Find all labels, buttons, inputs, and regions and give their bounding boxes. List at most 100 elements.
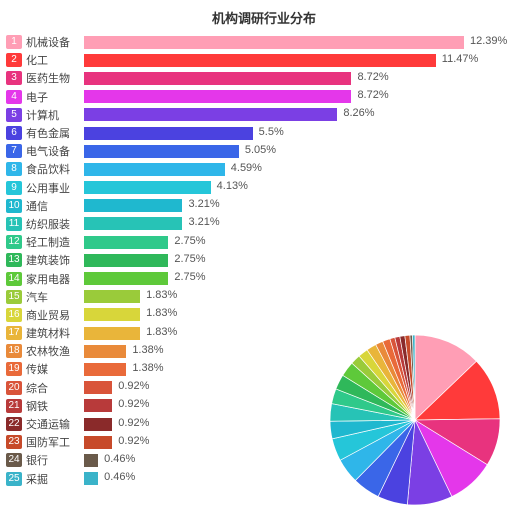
rank-badge: 24 — [6, 453, 22, 467]
category-label: 有色金属 — [26, 125, 84, 141]
bar — [84, 163, 225, 176]
rank-badge: 10 — [6, 199, 22, 213]
chart-area: 1机械设备12.39%2化工11.47%3医药生物8.72%4电子8.72%5计… — [0, 33, 528, 488]
bar-row: 9公用事业4.13% — [6, 179, 522, 197]
rank-badge: 13 — [6, 253, 22, 267]
bar-row: 1机械设备12.39% — [6, 33, 522, 51]
rank-badge: 8 — [6, 162, 22, 176]
bar-track: 1.83% — [84, 290, 464, 303]
bar — [84, 54, 436, 67]
value-label: 1.83% — [146, 326, 177, 338]
rank-badge: 21 — [6, 399, 22, 413]
value-label: 1.38% — [132, 344, 163, 356]
bar-track: 8.26% — [84, 108, 464, 121]
bar-row: 5计算机8.26% — [6, 106, 522, 124]
bar-track: 3.21% — [84, 199, 464, 212]
category-label: 家用电器 — [26, 271, 84, 287]
rank-badge: 3 — [6, 71, 22, 85]
category-label: 汽车 — [26, 289, 84, 305]
value-label: 11.47% — [442, 53, 479, 65]
value-label: 0.92% — [118, 380, 149, 392]
category-label: 食品饮料 — [26, 161, 84, 177]
bar — [84, 327, 140, 340]
rank-badge: 22 — [6, 417, 22, 431]
value-label: 1.83% — [146, 289, 177, 301]
bar-track: 5.05% — [84, 145, 464, 158]
bar-row: 15 汽车 1.83% — [6, 288, 522, 306]
rank-badge: 1 — [6, 35, 22, 49]
rank-badge: 7 — [6, 144, 22, 158]
category-label: 医药生物 — [26, 70, 84, 86]
bar-track: 12.39% — [84, 36, 464, 49]
category-label: 化工 — [26, 52, 84, 68]
bar-track: 8.72% — [84, 90, 464, 103]
bar — [84, 36, 464, 49]
value-label: 0.92% — [118, 417, 149, 429]
category-label: 建筑装饰 — [26, 252, 84, 268]
rank-badge: 2 — [6, 53, 22, 67]
rank-badge: 11 — [6, 217, 22, 231]
bar-row: 14家用电器2.75% — [6, 269, 522, 287]
rank-badge: 15 — [6, 290, 22, 304]
bar-row: 7 电气设备5.05% — [6, 142, 522, 160]
bar-row: 8 食品饮料 4.59% — [6, 160, 522, 178]
bar — [84, 436, 112, 449]
rank-badge: 14 — [6, 272, 22, 286]
category-label: 电子 — [26, 89, 84, 105]
value-label: 1.38% — [132, 362, 163, 374]
category-label: 交通运输 — [26, 416, 84, 432]
value-label: 12.39% — [470, 35, 507, 47]
value-label: 3.21% — [188, 198, 219, 210]
bar-track: 4.59% — [84, 163, 464, 176]
bar — [84, 72, 351, 85]
category-label: 农林牧渔 — [26, 343, 84, 359]
bar-row: 13 建筑装饰2.75% — [6, 251, 522, 269]
bar-track: 2.75% — [84, 254, 464, 267]
rank-badge: 4 — [6, 90, 22, 104]
bar — [84, 418, 112, 431]
bar — [84, 236, 168, 249]
category-label: 通信 — [26, 198, 84, 214]
bar-row: 11纺织服装3.21% — [6, 215, 522, 233]
category-label: 综合 — [26, 380, 84, 396]
rank-badge: 25 — [6, 472, 22, 486]
category-label: 公用事业 — [26, 180, 84, 196]
bar-track: 11.47% — [84, 54, 464, 67]
category-label: 采掘 — [26, 471, 84, 487]
category-label: 建筑材料 — [26, 325, 84, 341]
bar — [84, 90, 351, 103]
category-label: 国防军工 — [26, 434, 84, 450]
rank-badge: 23 — [6, 435, 22, 449]
value-label: 0.46% — [104, 471, 135, 483]
value-label: 8.72% — [357, 89, 388, 101]
bar-track: 3.21% — [84, 217, 464, 230]
bar — [84, 454, 98, 467]
bar-row: 2化工11.47% — [6, 51, 522, 69]
bar — [84, 399, 112, 412]
rank-badge: 12 — [6, 235, 22, 249]
bar — [84, 217, 182, 230]
bar — [84, 145, 239, 158]
bar — [84, 363, 126, 376]
bar — [84, 272, 168, 285]
bar-row: 4 电子 8.72% — [6, 88, 522, 106]
value-label: 8.72% — [357, 71, 388, 83]
rank-badge: 6 — [6, 126, 22, 140]
category-label: 商业贸易 — [26, 307, 84, 323]
rank-badge: 19 — [6, 362, 22, 376]
bar-track: 8.72% — [84, 72, 464, 85]
bar-row: 16商业贸易1.83% — [6, 306, 522, 324]
pie-chart — [330, 335, 500, 505]
rank-badge: 5 — [6, 108, 22, 122]
category-label: 轻工制造 — [26, 234, 84, 250]
value-label: 1.83% — [146, 307, 177, 319]
bar — [84, 127, 253, 140]
bar — [84, 308, 140, 321]
value-label: 0.92% — [118, 398, 149, 410]
value-label: 8.26% — [343, 107, 374, 119]
value-label: 4.59% — [231, 162, 262, 174]
chart-title: 机构调研行业分布 — [0, 0, 528, 33]
bar-track: 4.13% — [84, 181, 464, 194]
category-label: 电气设备 — [26, 143, 84, 159]
bar-track: 5.5% — [84, 127, 464, 140]
